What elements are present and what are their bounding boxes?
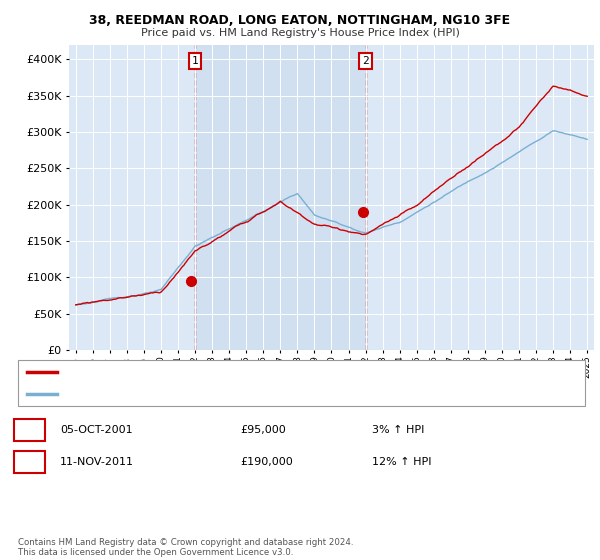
- Text: 11-NOV-2011: 11-NOV-2011: [60, 457, 134, 467]
- Text: 38, REEDMAN ROAD, LONG EATON, NOTTINGHAM, NG10 3FE (detached house): 38, REEDMAN ROAD, LONG EATON, NOTTINGHAM…: [63, 367, 449, 377]
- Text: £190,000: £190,000: [240, 457, 293, 467]
- Text: 12% ↑ HPI: 12% ↑ HPI: [372, 457, 431, 467]
- Text: 2: 2: [26, 457, 33, 467]
- Text: HPI: Average price, detached house, Erewash: HPI: Average price, detached house, Erew…: [63, 389, 285, 399]
- Text: £95,000: £95,000: [240, 425, 286, 435]
- Text: Contains HM Land Registry data © Crown copyright and database right 2024.
This d: Contains HM Land Registry data © Crown c…: [18, 538, 353, 557]
- Text: 3% ↑ HPI: 3% ↑ HPI: [372, 425, 424, 435]
- Text: 1: 1: [192, 56, 199, 66]
- Text: 05-OCT-2001: 05-OCT-2001: [60, 425, 133, 435]
- Text: 38, REEDMAN ROAD, LONG EATON, NOTTINGHAM, NG10 3FE: 38, REEDMAN ROAD, LONG EATON, NOTTINGHAM…: [89, 14, 511, 27]
- Text: 1: 1: [26, 425, 33, 435]
- Text: 2: 2: [362, 56, 369, 66]
- Bar: [195, 45, 365, 350]
- Text: Price paid vs. HM Land Registry's House Price Index (HPI): Price paid vs. HM Land Registry's House …: [140, 28, 460, 38]
